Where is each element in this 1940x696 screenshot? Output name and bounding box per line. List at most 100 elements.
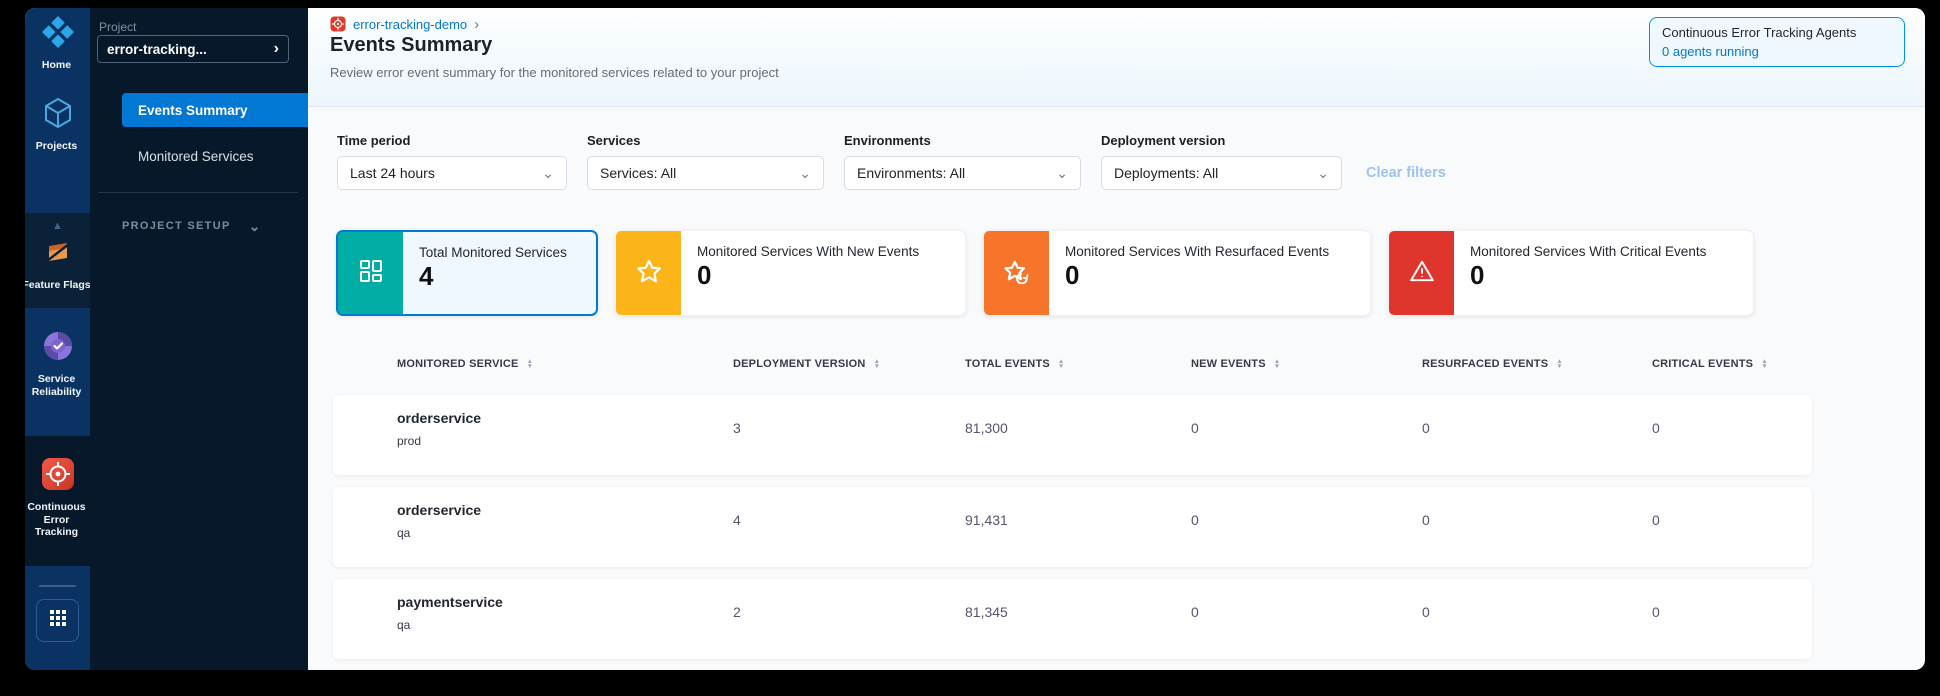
rail-item-service-reliability[interactable]: Service Reliability — [25, 329, 90, 398]
chevron-down-icon: ⌄ — [799, 165, 811, 181]
breadcrumb: error-tracking-demo › — [330, 16, 479, 32]
feature-flags-icon — [43, 239, 73, 274]
monitored-service-name: paymentservice — [397, 594, 503, 610]
filter-bar: Time period Last 24 hours ⌄ Services Ser… — [337, 133, 1446, 190]
projects-cube-icon — [41, 96, 75, 135]
critical-warning-icon — [1409, 258, 1435, 289]
column-header-critical-events[interactable]: CRITICAL EVENTS ▲ ▼ — [1652, 358, 1812, 370]
column-header-label: TOTAL EVENTS — [965, 358, 1050, 370]
card-label: Monitored Services With Resurfaced Event… — [1065, 244, 1330, 259]
card-services-with-new-events[interactable]: Monitored Services With New Events 0 — [615, 230, 966, 316]
page-subtitle: Review error event summary for the monit… — [330, 65, 779, 80]
filter-group-deployment-version: Deployment version Deployments: All ⌄ — [1101, 133, 1342, 190]
agents-panel-title: Continuous Error Tracking Agents — [1662, 25, 1857, 40]
rail-item-projects[interactable]: Projects — [25, 96, 90, 153]
filter-label: Environments — [844, 133, 931, 148]
home-icon — [41, 15, 75, 54]
card-value: 0 — [1470, 260, 1485, 290]
chevron-down-icon: ⌄ — [542, 165, 554, 181]
chevron-right-icon: › — [474, 15, 480, 33]
column-header-label: RESURFACED EVENTS — [1422, 358, 1549, 370]
table-row[interactable]: orderservice prod 3 81,300 0 0 0 — [333, 395, 1812, 475]
new-events-value: 0 — [1191, 604, 1199, 620]
card-total-monitored-services[interactable]: Total Monitored Services 4 — [336, 230, 598, 316]
critical-events-value: 0 — [1652, 420, 1660, 436]
rail-item-label: Feature Flags — [25, 279, 91, 291]
column-header-resurfaced-events[interactable]: RESURFACED EVENTS ▲ ▼ — [1422, 358, 1652, 370]
service-reliability-icon — [41, 329, 75, 368]
rail-band-cet-active — [25, 436, 90, 566]
column-header-monitored-service[interactable]: MONITORED SERVICE ▲ ▼ — [397, 358, 733, 370]
table-header-row: MONITORED SERVICE ▲ ▼ DEPLOYMENT VERSION … — [333, 350, 1812, 378]
chevron-right-icon: › — [273, 40, 279, 57]
filter-group-environments: Environments Environments: All ⌄ — [844, 133, 1081, 190]
breadcrumb-project-link[interactable]: error-tracking-demo — [353, 16, 468, 32]
sidebar-item-label: Monitored Services — [138, 148, 254, 164]
filter-label: Time period — [337, 133, 411, 148]
filter-group-time-period: Time period Last 24 hours ⌄ — [337, 133, 567, 190]
chevron-down-icon: ⌄ — [248, 218, 261, 234]
rail-item-continuous-error-tracking[interactable]: Continuous Error Tracking — [25, 457, 90, 539]
agents-running-link[interactable]: 0 agents running — [1662, 44, 1759, 59]
module-switcher-button[interactable] — [36, 599, 79, 642]
sidebar-item-events-summary[interactable]: Events Summary — [122, 93, 308, 127]
total-events-value: 81,300 — [965, 420, 1008, 436]
rail-collapse-up-icon[interactable]: ▲ — [52, 220, 63, 232]
column-header-new-events[interactable]: NEW EVENTS ▲ ▼ — [1191, 358, 1422, 370]
rail-band-feature-flags — [25, 213, 90, 308]
time-period-value: Last 24 hours — [350, 165, 435, 181]
rail-item-feature-flags[interactable]: Feature Flags — [25, 239, 91, 292]
new-events-star-icon — [636, 258, 662, 289]
summary-cards: Total Monitored Services 4 Monitored Ser… — [336, 230, 1754, 316]
environments-select[interactable]: Environments: All ⌄ — [844, 156, 1081, 190]
column-header-deployment-version[interactable]: DEPLOYMENT VERSION ▲ ▼ — [733, 358, 965, 370]
card-label: Monitored Services With Critical Events — [1470, 244, 1707, 259]
card-services-with-critical-events[interactable]: Monitored Services With Critical Events … — [1388, 230, 1754, 316]
sort-icon: ▲ ▼ — [1057, 358, 1065, 370]
sidebar-item-label: Events Summary — [138, 102, 248, 118]
table-row[interactable]: orderservice qa 4 91,431 0 0 0 — [333, 487, 1812, 567]
deployment-version-value: 2 — [733, 604, 741, 620]
error-tracking-project-icon — [330, 16, 346, 32]
rail-item-label: Service Reliability — [31, 373, 82, 398]
project-setup-toggle[interactable]: PROJECT SETUP ⌄ — [122, 218, 261, 234]
rail-divider — [39, 585, 76, 587]
monitored-service-name: orderservice — [397, 502, 482, 518]
card-services-with-resurfaced-events[interactable]: Monitored Services With Resurfaced Event… — [983, 230, 1371, 316]
column-header-label: NEW EVENTS — [1191, 358, 1266, 370]
new-events-value: 0 — [1191, 420, 1199, 436]
sort-icon: ▲ ▼ — [1761, 358, 1768, 370]
table-row[interactable]: paymentservice qa 2 81,345 0 0 0 — [333, 579, 1812, 659]
rail-item-home[interactable]: Home — [25, 15, 90, 72]
sidebar-item-monitored-services[interactable]: Monitored Services — [138, 141, 254, 171]
project-setup-label: PROJECT SETUP — [122, 220, 231, 232]
page-header: error-tracking-demo › Events Summary Rev… — [308, 8, 1925, 107]
card-accent — [1389, 231, 1454, 315]
project-sidebar: Project error-tracking... › Events Summa… — [90, 8, 308, 670]
clear-filters-button[interactable]: Clear filters — [1366, 165, 1446, 181]
column-header-label: CRITICAL EVENTS — [1652, 358, 1754, 370]
card-label: Monitored Services With New Events — [697, 244, 920, 259]
card-accent — [616, 231, 681, 315]
services-grid-icon — [358, 258, 384, 289]
card-label: Total Monitored Services — [419, 245, 567, 260]
grid-icon — [49, 609, 67, 632]
new-events-value: 0 — [1191, 512, 1199, 528]
time-period-select[interactable]: Last 24 hours ⌄ — [337, 156, 567, 190]
sort-icon: ▲ ▼ — [526, 358, 534, 370]
services-select[interactable]: Services: All ⌄ — [587, 156, 824, 190]
deployments-select[interactable]: Deployments: All ⌄ — [1101, 156, 1342, 190]
module-rail: Home Projects ▲ Feature Flags — [25, 8, 91, 670]
services-value: Services: All — [600, 165, 677, 181]
deployment-version-value: 4 — [733, 512, 741, 528]
project-selector[interactable]: error-tracking... › — [97, 35, 289, 63]
app-window: Home Projects ▲ Feature Flags — [25, 8, 1925, 670]
card-accent — [338, 232, 403, 314]
critical-events-value: 0 — [1652, 604, 1660, 620]
column-header-total-events[interactable]: TOTAL EVENTS ▲ ▼ — [965, 358, 1191, 370]
resurfaced-events-value: 0 — [1422, 512, 1430, 528]
card-accent — [984, 231, 1049, 315]
main-content: error-tracking-demo › Events Summary Rev… — [308, 8, 1925, 670]
chevron-down-icon: ⌄ — [1056, 165, 1068, 181]
sidebar-divider — [98, 192, 298, 193]
